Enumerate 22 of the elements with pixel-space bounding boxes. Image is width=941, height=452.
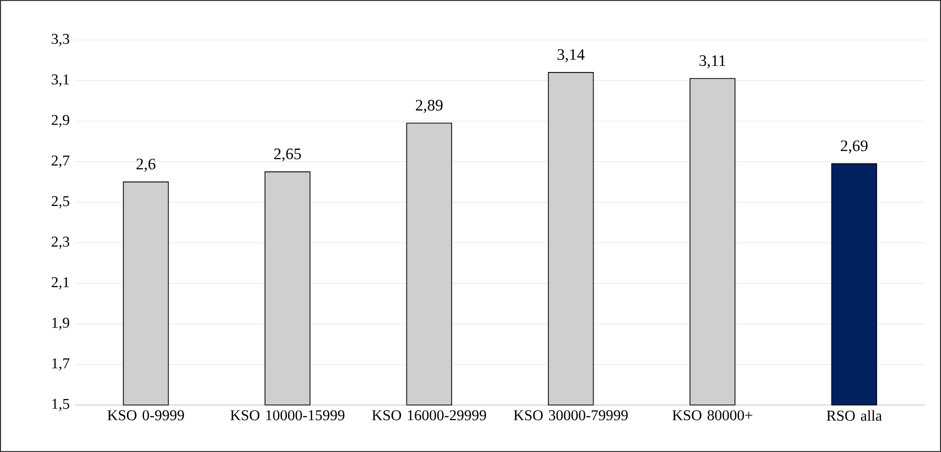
x-tick-label: KSO 0-9999	[108, 410, 184, 420]
x-tick-label: KSO 16000-29999	[372, 410, 486, 420]
y-tick-label: 1,7	[52, 358, 70, 371]
y-tick-label: 2,1	[52, 277, 69, 290]
y-tick-label: 2,9	[52, 114, 70, 128]
data-label: 2,6	[136, 158, 156, 172]
data-label: 3,11	[700, 55, 726, 68]
data-label: 2,69	[840, 140, 868, 154]
data-label: 2,65	[274, 148, 301, 162]
y-tick-label: 1,9	[52, 318, 70, 330]
x-tick-label: KSO 10000-15999	[230, 410, 344, 420]
y-tick-label: 2,7	[52, 156, 70, 168]
y-tick-label: 2,3	[52, 236, 70, 249]
data-label: 3,14	[558, 49, 585, 62]
y-tick-label: 3,1	[52, 74, 69, 87]
data-label: 2,89	[416, 100, 443, 113]
x-tick-label: KSO 30000-79999	[514, 410, 628, 420]
y-tick-label: 2,5	[52, 196, 70, 208]
y-tick-label: 1,5	[52, 398, 70, 412]
y-tick-label: 3,3	[52, 34, 70, 46]
x-tick-label: RSO alla	[826, 410, 882, 421]
x-tick-label: KSO 80000+	[672, 410, 752, 420]
